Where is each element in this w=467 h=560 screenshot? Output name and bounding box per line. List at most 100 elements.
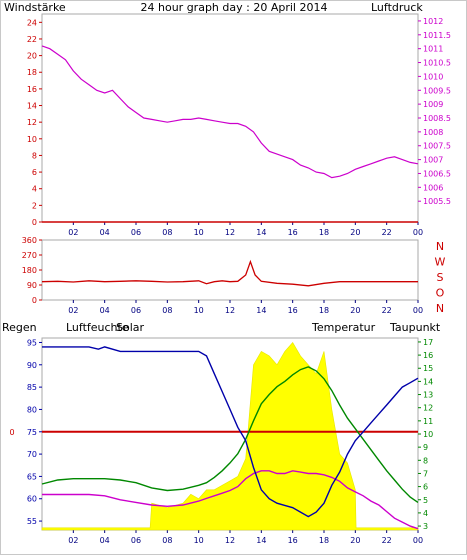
plot-area bbox=[41, 13, 419, 223]
panel2-x-tick: 22 bbox=[382, 306, 392, 315]
temperature-tick: 14 bbox=[423, 377, 433, 386]
wind-speed-tick: 10 bbox=[27, 135, 37, 144]
solar-area bbox=[41, 341, 419, 531]
pressure-tick: 1006.5 bbox=[423, 169, 451, 178]
humidity-tick: 75 bbox=[27, 428, 37, 437]
compass-label: O bbox=[436, 287, 445, 300]
panel1-x-tick: 22 bbox=[382, 228, 392, 237]
panel2-x-tick: 06 bbox=[131, 306, 141, 315]
rain-label: Regen bbox=[2, 321, 37, 334]
temperature-tick: 5 bbox=[423, 496, 428, 505]
humidity-temperature-chart: 02 04 06 08 10 12 14 16 18 20 22 005560657075808590… bbox=[9, 337, 433, 545]
wind-speed-tick: 0 bbox=[32, 218, 37, 227]
pressure-tick: 1010 bbox=[423, 72, 443, 81]
humidity-tick: 70 bbox=[27, 450, 37, 459]
wind-direction-line bbox=[41, 259, 418, 287]
panel2-x-tick: 14 bbox=[256, 306, 266, 315]
panel2-x-tick: 04 bbox=[100, 306, 110, 315]
temperature-tick: 15 bbox=[423, 364, 433, 373]
panel3-x-tick: 20 bbox=[350, 536, 360, 545]
temperature-tick: 9 bbox=[423, 443, 428, 452]
compass-label: N bbox=[436, 240, 444, 253]
wind-direction-tick: 270 bbox=[22, 251, 37, 260]
panel3-x-tick: 10 bbox=[194, 536, 204, 545]
panel3-x-tick: 02 bbox=[68, 536, 78, 545]
pressure-label: Luftdruck bbox=[371, 1, 423, 14]
solar-label: Solar bbox=[116, 321, 145, 334]
temperature-tick: 13 bbox=[423, 391, 433, 400]
temperature-label: Temperatur bbox=[311, 321, 376, 334]
chart-title: 24 hour graph day : 20 April 2014 bbox=[141, 1, 328, 14]
humidity-tick: 65 bbox=[27, 472, 37, 481]
panel2-x-tick: 12 bbox=[225, 306, 235, 315]
panel1-x-tick: 18 bbox=[319, 228, 329, 237]
wind-direction-chart: 02 04 06 08 10 12 14 16 18 20 22 00360270180900NWSO… bbox=[22, 236, 446, 315]
plot-area bbox=[41, 239, 419, 301]
humidity-label: Luftfeuchte bbox=[66, 321, 129, 334]
humidity-line bbox=[42, 346, 419, 518]
wind-direction-tick: 0 bbox=[32, 296, 37, 305]
wind-speed-tick: 14 bbox=[27, 102, 37, 111]
pressure-tick: 1011.5 bbox=[423, 31, 451, 40]
panel3-x-tick: 22 bbox=[382, 536, 392, 545]
humidity-tick: 90 bbox=[27, 361, 37, 370]
panel2-x-tick: 08 bbox=[162, 306, 172, 315]
panel2-x-tick: 00 bbox=[413, 306, 423, 315]
wind-direction-tick: 360 bbox=[22, 236, 37, 245]
panel2-x-tick: 20 bbox=[350, 306, 360, 315]
panel3-x-tick: 14 bbox=[256, 536, 266, 545]
compass-label: S bbox=[437, 271, 444, 284]
panel3-x-tick: 12 bbox=[225, 536, 235, 545]
panel3-x-tick: 06 bbox=[131, 536, 141, 545]
pressure-tick: 1010.5 bbox=[423, 59, 451, 68]
pressure-tick: 1008 bbox=[423, 128, 443, 137]
panel1-x-tick: 06 bbox=[131, 228, 141, 237]
pressure-line bbox=[41, 45, 419, 179]
wind-speed-tick: 22 bbox=[27, 35, 37, 44]
humidity-tick: 80 bbox=[27, 405, 37, 414]
panel1-x-tick: 08 bbox=[162, 228, 172, 237]
temperature-tick: 12 bbox=[423, 404, 433, 413]
temperature-tick: 7 bbox=[423, 469, 428, 478]
panel1-x-tick: 12 bbox=[225, 228, 235, 237]
temperature-tick: 16 bbox=[423, 351, 433, 360]
wind-speed-tick: 20 bbox=[27, 52, 37, 61]
compass-label: N bbox=[436, 302, 444, 315]
panel1-x-tick: 16 bbox=[288, 228, 298, 237]
panel2-x-tick: 18 bbox=[319, 306, 329, 315]
pressure-tick: 1007 bbox=[423, 156, 443, 165]
panel1-x-tick: 10 bbox=[194, 228, 204, 237]
temperature-tick: 3 bbox=[423, 522, 428, 531]
pressure-tick: 1012 bbox=[423, 17, 443, 26]
pressure-tick: 1011 bbox=[423, 45, 443, 54]
panel3-x-tick: 00 bbox=[413, 536, 423, 545]
wind-speed-tick: 24 bbox=[27, 18, 37, 27]
wind-speed-tick: 12 bbox=[27, 118, 37, 127]
rain-zero-label: 0 bbox=[9, 428, 14, 437]
wind-speed-label: Windstärke bbox=[4, 1, 66, 14]
dewpoint-label: Taupunkt bbox=[389, 321, 441, 334]
wind-speed-tick: 6 bbox=[32, 168, 37, 177]
pressure-tick: 1009 bbox=[423, 100, 443, 109]
humidity-tick: 60 bbox=[27, 495, 37, 504]
pressure-tick: 1009.5 bbox=[423, 86, 451, 95]
pressure-tick: 1005.5 bbox=[423, 197, 451, 206]
panel1-x-tick: 14 bbox=[256, 228, 266, 237]
panel2-x-tick: 02 bbox=[68, 306, 78, 315]
wind-speed-tick: 16 bbox=[27, 85, 37, 94]
wind-speed-tick: 4 bbox=[32, 185, 37, 194]
panel2-x-tick: 16 bbox=[288, 306, 298, 315]
compass-label: W bbox=[435, 256, 446, 269]
panel3-x-tick: 08 bbox=[162, 536, 172, 545]
temperature-line bbox=[41, 366, 419, 503]
temperature-tick: 8 bbox=[423, 456, 428, 465]
panel1-x-tick: 04 bbox=[100, 228, 110, 237]
wind-speed-tick: 8 bbox=[32, 151, 37, 160]
panel1-x-tick: 02 bbox=[68, 228, 78, 237]
panel2-x-tick: 10 bbox=[194, 306, 204, 315]
humidity-tick: 85 bbox=[27, 383, 37, 392]
panel3-x-tick: 18 bbox=[319, 536, 329, 545]
panel1-x-tick: 20 bbox=[350, 228, 360, 237]
